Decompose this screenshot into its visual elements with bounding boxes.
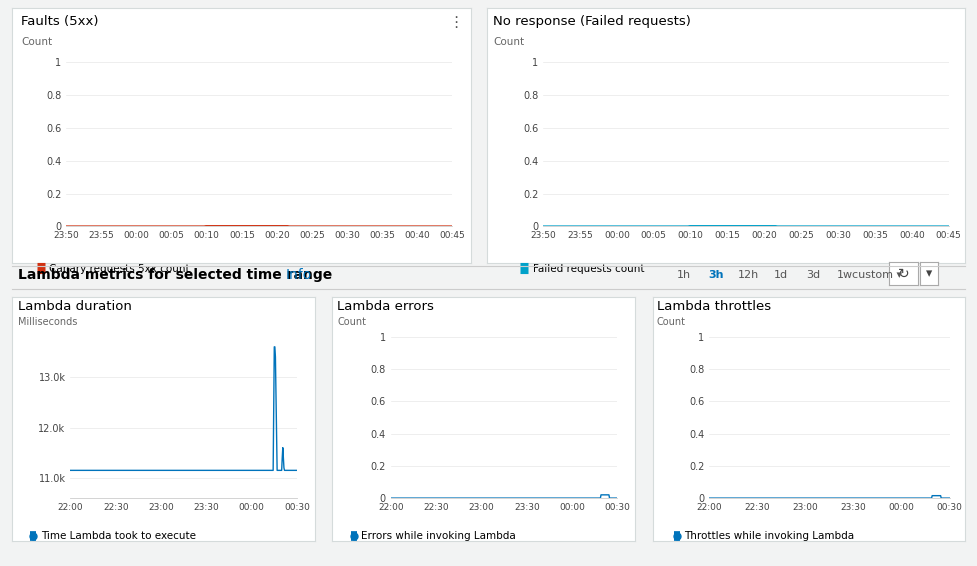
Legend: Failed requests count: Failed requests count — [520, 264, 644, 274]
Legend: Errors while invoking Lambda: Errors while invoking Lambda — [351, 531, 516, 541]
Text: 12h: 12h — [738, 270, 759, 280]
Text: No response (Failed requests): No response (Failed requests) — [493, 15, 692, 28]
Text: ↻: ↻ — [898, 267, 910, 280]
Text: 1h: 1h — [677, 270, 691, 280]
Legend: Canary requests 5xx count: Canary requests 5xx count — [37, 264, 191, 274]
Text: Count: Count — [21, 37, 53, 47]
Text: 3d: 3d — [806, 270, 820, 280]
Text: 3h: 3h — [708, 270, 724, 280]
Text: Count: Count — [657, 317, 686, 327]
Text: Lambda errors: Lambda errors — [337, 300, 434, 313]
Text: Lambda throttles: Lambda throttles — [657, 300, 771, 313]
Text: Lambda metrics for selected time range: Lambda metrics for selected time range — [18, 268, 332, 282]
Text: 1w: 1w — [837, 270, 853, 280]
Text: 1d: 1d — [774, 270, 787, 280]
Legend: Time Lambda took to execute: Time Lambda took to execute — [30, 531, 195, 541]
Text: ▾: ▾ — [926, 267, 932, 280]
Text: Count: Count — [493, 37, 525, 47]
Text: Count: Count — [337, 317, 366, 327]
Legend: Throttles while invoking Lambda: Throttles while invoking Lambda — [674, 531, 854, 541]
Text: Faults (5xx): Faults (5xx) — [21, 15, 99, 28]
Text: ⋮: ⋮ — [447, 15, 463, 30]
Text: Milliseconds: Milliseconds — [18, 317, 77, 327]
Text: Info: Info — [285, 268, 312, 282]
Text: custom ▾: custom ▾ — [852, 270, 903, 280]
Text: Lambda duration: Lambda duration — [18, 300, 132, 313]
